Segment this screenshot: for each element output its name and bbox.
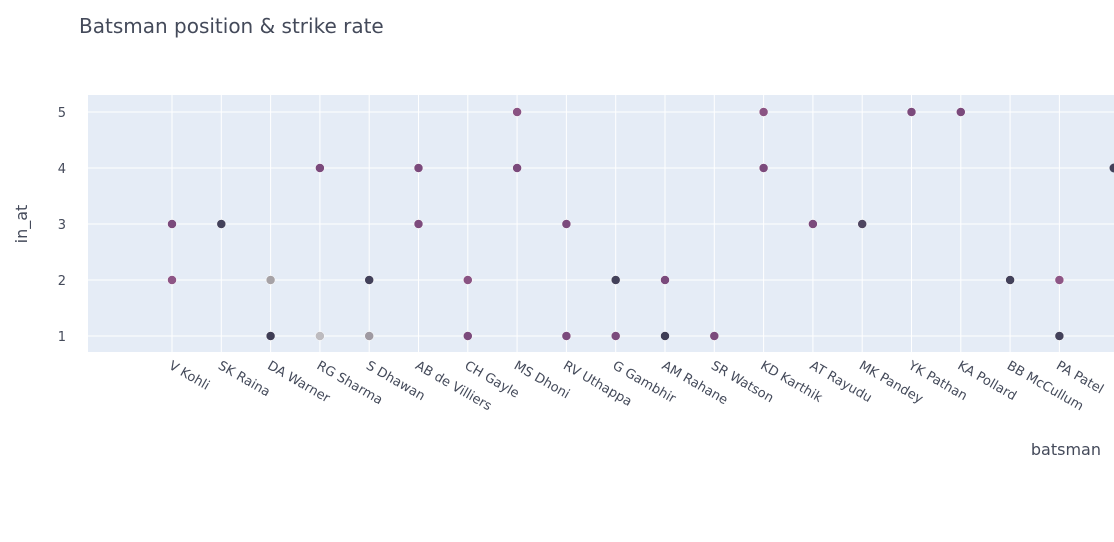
- x-axis-title: batsman: [1031, 440, 1101, 459]
- data-point: [315, 331, 325, 341]
- data-point: [808, 219, 818, 229]
- data-point: [463, 331, 473, 341]
- data-points: [167, 107, 1114, 341]
- y-tick-label: 5: [58, 106, 66, 121]
- data-point: [709, 331, 720, 341]
- data-point: [265, 275, 276, 285]
- data-point: [463, 275, 473, 285]
- data-point: [956, 107, 966, 117]
- data-point: [610, 331, 621, 341]
- x-tick-label: V Kohli: [166, 358, 212, 393]
- data-point: [364, 275, 374, 285]
- data-point: [315, 163, 325, 173]
- data-point: [857, 219, 867, 229]
- x-tick-label: SK Raina: [215, 358, 272, 400]
- y-tick-label: 3: [58, 218, 66, 233]
- data-point: [265, 331, 276, 341]
- y-axis-title: in_at: [12, 205, 32, 244]
- data-point: [660, 275, 670, 285]
- y-tick-label: 2: [58, 274, 66, 289]
- data-point: [512, 107, 522, 117]
- data-point: [1054, 331, 1065, 341]
- data-point: [167, 275, 177, 285]
- data-point: [364, 331, 374, 341]
- data-point: [561, 219, 572, 229]
- data-point: [216, 219, 227, 229]
- data-point: [758, 163, 769, 173]
- data-point: [906, 107, 917, 117]
- y-tick-label: 4: [58, 162, 66, 177]
- data-point: [758, 107, 769, 117]
- data-point: [1054, 275, 1065, 285]
- y-tick-label: 1: [58, 330, 66, 345]
- data-point: [610, 275, 621, 285]
- data-point: [512, 163, 522, 173]
- data-point: [1109, 163, 1114, 173]
- data-point: [167, 219, 177, 229]
- data-point: [660, 331, 670, 341]
- chart-title: Batsman position & strike rate: [79, 14, 384, 38]
- data-point: [413, 163, 424, 173]
- y-axis-ticks: 1 2 3 4 5: [58, 106, 66, 345]
- data-point: [1005, 275, 1015, 285]
- x-tick-label: MS Dhoni: [511, 358, 572, 402]
- data-point: [561, 331, 572, 341]
- data-point: [413, 219, 424, 229]
